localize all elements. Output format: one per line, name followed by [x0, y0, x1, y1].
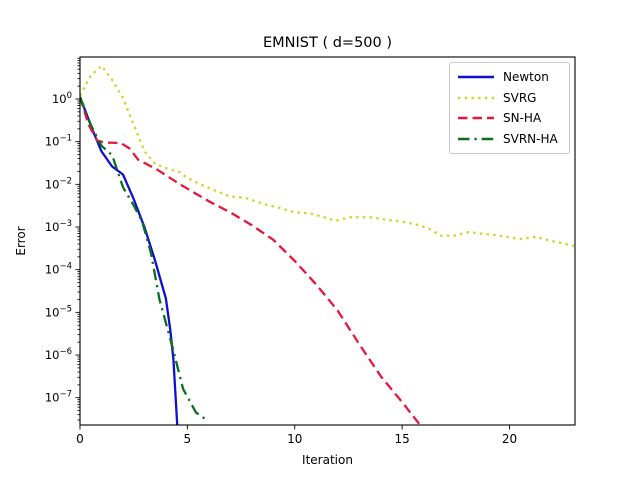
y-tick-label: 10−1	[45, 134, 72, 149]
x-tick-label: 15	[394, 432, 409, 446]
x-major-ticks: 0 5 10 15 20	[76, 425, 517, 446]
legend-item-sn-ha: SN-HA	[457, 108, 563, 129]
legend-label-newton: Newton	[503, 70, 549, 85]
legend: Newton SVRG SN-HA SVRN-HA	[449, 62, 570, 154]
x-tick-label: 0	[76, 432, 84, 446]
y-tick-label: 10−5	[45, 304, 72, 319]
series-line-sn-ha	[80, 96, 422, 425]
x-axis-label: Iteration	[302, 453, 353, 467]
series-lines	[80, 64, 575, 425]
axes-border	[79, 56, 576, 426]
y-tick-label: 10−7	[45, 390, 72, 405]
y-tick-label: 10−3	[45, 219, 72, 234]
legend-item-svrn-ha: SVRN-HA	[457, 129, 563, 150]
y-tick-label: 10−4	[45, 262, 72, 277]
y-tick-label: 10−6	[45, 347, 72, 362]
legend-item-newton: Newton	[457, 67, 563, 88]
series-line-svrn-ha	[80, 96, 208, 421]
newton-line-sample-icon	[457, 74, 495, 80]
legend-label-sn-ha: SN-HA	[503, 111, 542, 126]
x-tick-label: 10	[287, 432, 302, 446]
legend-item-svrg: SVRG	[457, 88, 563, 109]
chart-title: EMNIST ( d=500 )	[262, 35, 393, 51]
y-tick-label: 10−2	[45, 176, 72, 191]
x-tick-label: 5	[184, 432, 192, 446]
legend-label-svrg: SVRG	[503, 90, 537, 105]
y-major-ticks: 100 10−1 10−2 10−3 10−4 10−5 10−6 10−7	[45, 91, 80, 405]
sn-ha-line-sample-icon	[457, 115, 495, 121]
x-tick-label: 20	[502, 432, 517, 446]
y-tick-label: 100	[52, 91, 72, 106]
svrn-ha-line-sample-icon	[457, 136, 495, 142]
svrg-line-sample-icon	[457, 95, 495, 101]
legend-label-svrn-ha: SVRN-HA	[503, 131, 558, 146]
